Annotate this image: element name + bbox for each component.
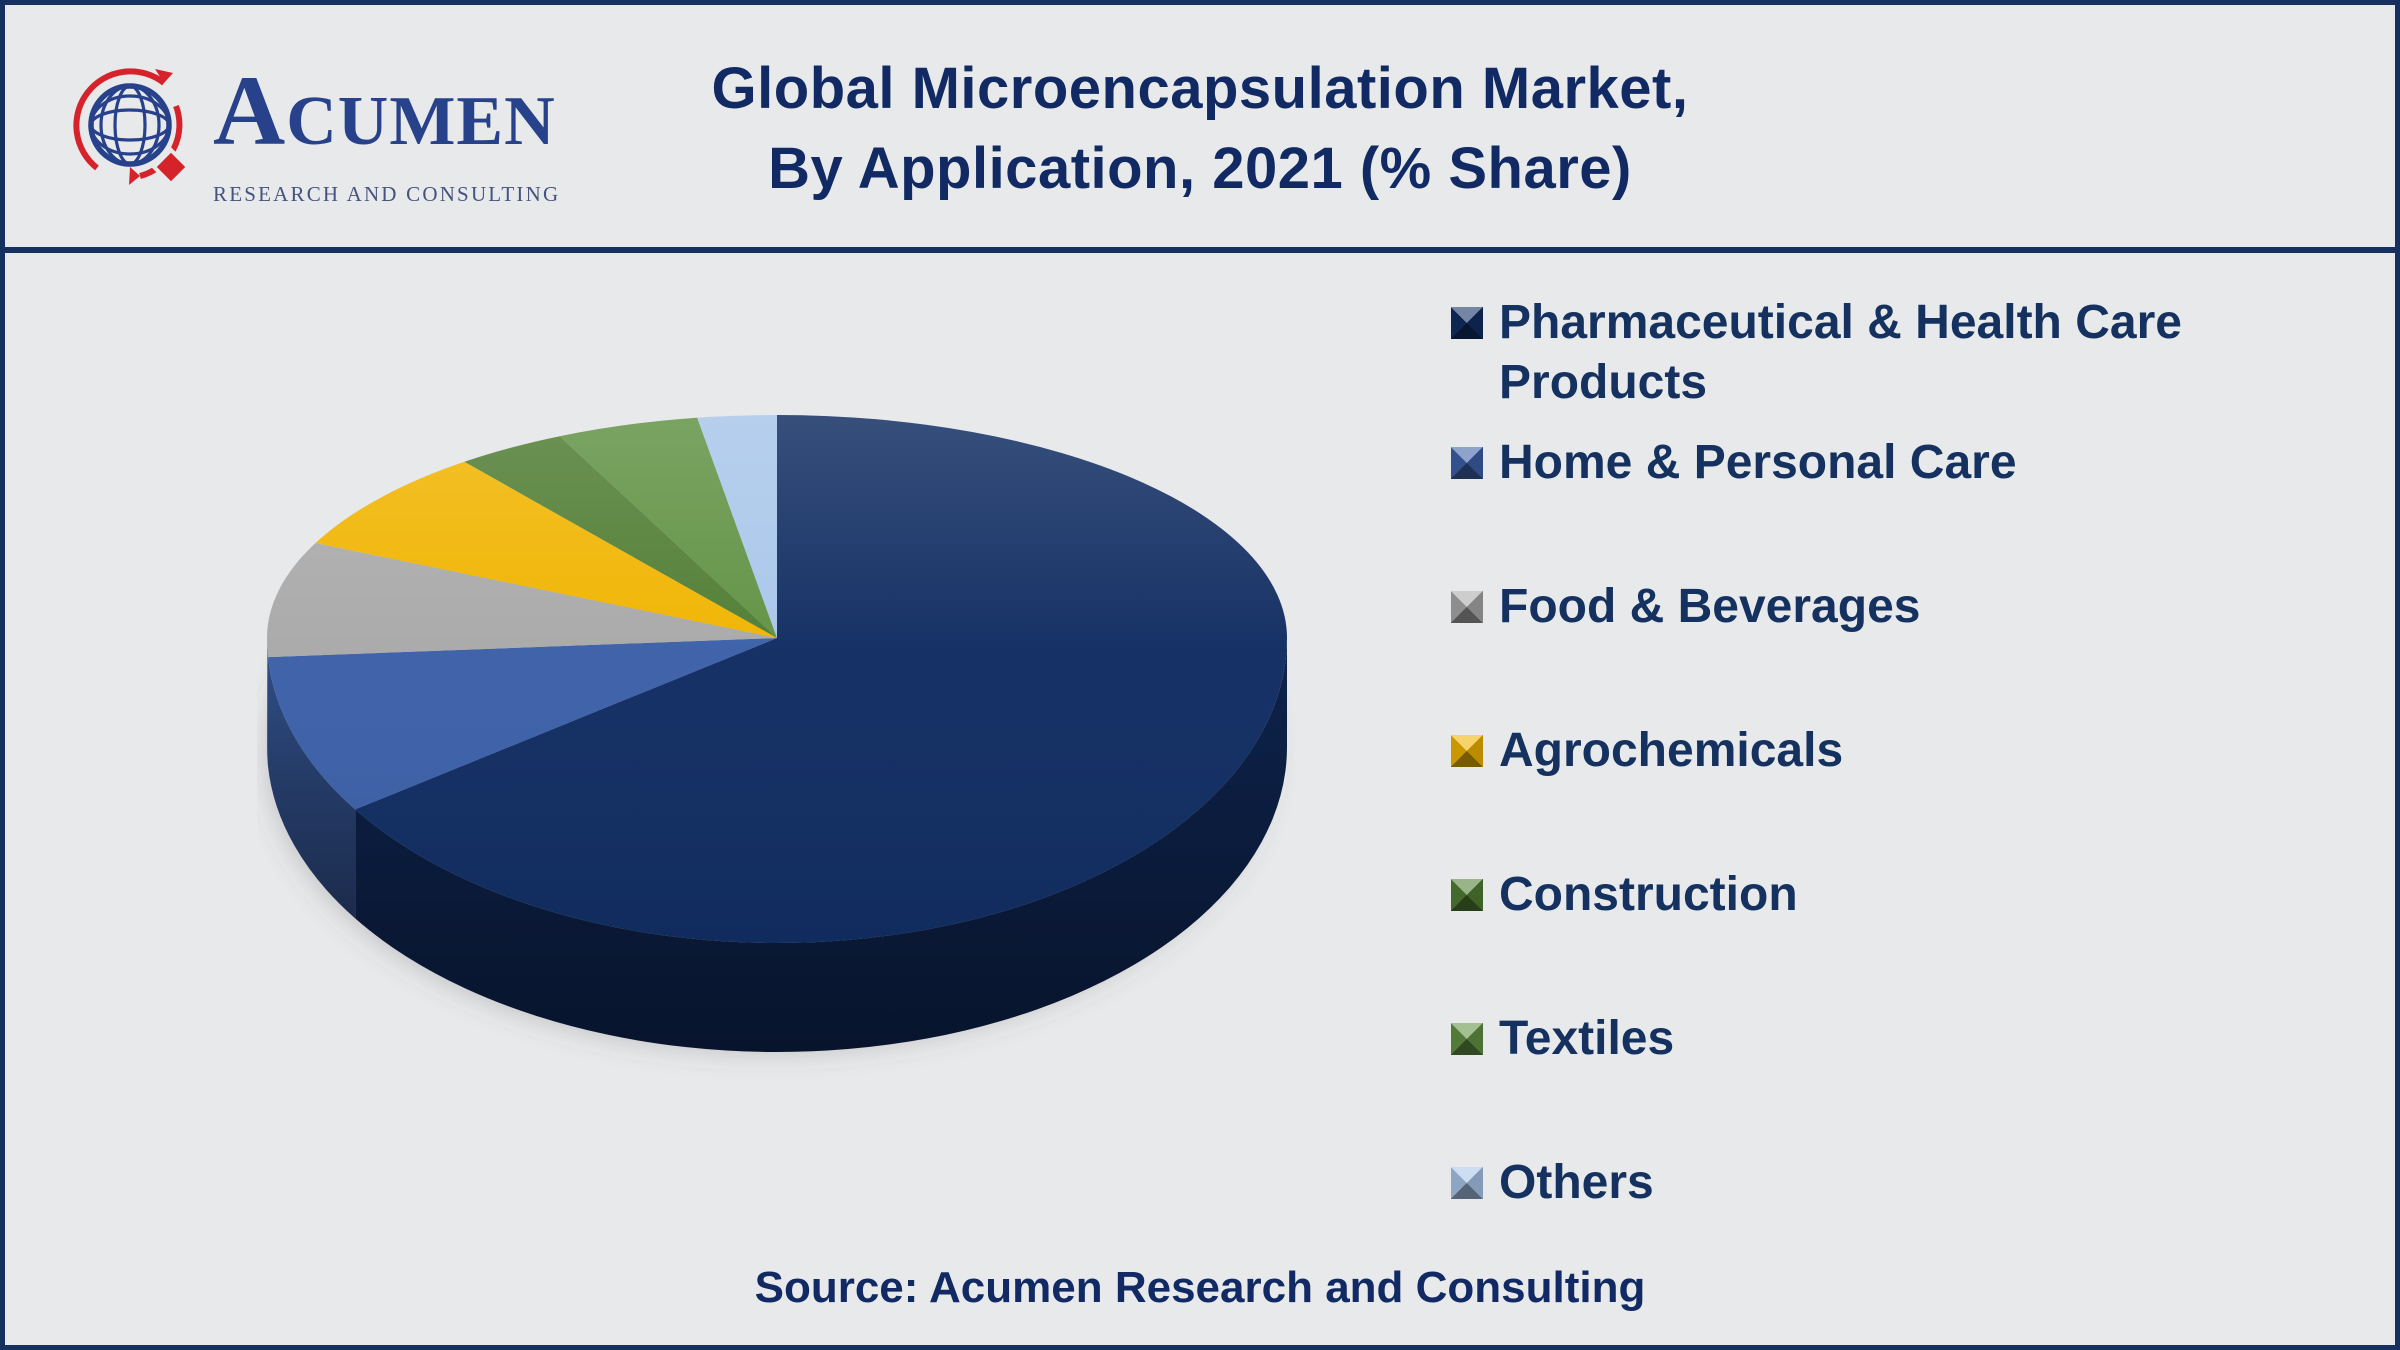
chart-title-line2: By Application, 2021 (% Share) [768, 136, 1632, 201]
pie-chart [267, 415, 1287, 1053]
logo-text: ACUMEN RESEARCH AND CONSULTING [213, 61, 560, 207]
logo-wordmark-initial: A [213, 55, 287, 166]
legend-item-agrochemicals: Agrochemicals [1451, 721, 2341, 781]
globe-with-arrows-icon [73, 68, 191, 187]
chart-title-line1: Global Microencapsulation Market, [711, 56, 1689, 121]
logo-arrowheads [129, 69, 173, 185]
legend-item-label: Construction [1499, 868, 1798, 921]
legend-item-label: Others [1499, 1156, 1654, 1209]
legend-item-others: Others [1451, 1153, 2341, 1213]
logo-subtitle: RESEARCH AND CONSULTING [213, 182, 561, 206]
pie-slice-side-home-personal-care [268, 657, 356, 919]
pie-slice-side-pharmaceutical-health-care-products [355, 638, 1287, 1053]
legend-item-label: Agrochemicals [1499, 724, 1844, 777]
legend-color-swatch-icon [1451, 735, 1483, 767]
pie-slice-side-food-beverages [267, 638, 269, 767]
logo-wordmark-rest: CUMEN [286, 83, 556, 160]
legend-item-food-beverages: Food & Beverages [1451, 577, 2341, 637]
legend-item-label: Textiles [1499, 1012, 1675, 1065]
legend-item-label: Pharmaceutical & Health Care Products [1499, 296, 2182, 409]
chart-title: Global Microencapsulation Market, By App… [5, 49, 2395, 209]
logo-wordmark: ACUMEN [213, 61, 560, 178]
legend-color-swatch-icon [1451, 307, 1483, 339]
header: ACUMEN RESEARCH AND CONSULTING Global Mi… [5, 5, 2395, 253]
legend-item-textiles: Textiles [1451, 1009, 2341, 1069]
acumen-logo: ACUMEN RESEARCH AND CONSULTING [67, 61, 560, 207]
legend-color-swatch-icon [1451, 447, 1483, 479]
logo-globe-wireframe [88, 83, 172, 167]
legend-item-label: Food & Beverages [1499, 580, 1921, 633]
logo-diamond-icon [151, 147, 191, 187]
legend-item-pharmaceutical-health-care-products: Pharmaceutical & Health Care Products [1451, 293, 2341, 413]
legend-color-swatch-icon [1451, 1167, 1483, 1199]
legend-item-label: Home & Personal Care [1499, 436, 2017, 489]
legend-item-construction: Construction [1451, 865, 2341, 925]
legend-color-swatch-icon [1451, 1023, 1483, 1055]
source-note: Source: Acumen Research and Consulting [754, 1263, 1646, 1312]
legend-color-swatch-icon [1451, 591, 1483, 623]
logo-red-arrows [73, 68, 183, 179]
legend-color-swatch-icon [1451, 879, 1483, 911]
legend: Pharmaceutical & Health Care Products Hom… [1451, 293, 2341, 1297]
legend-item-home-personal-care: Home & Personal Care [1451, 433, 2341, 493]
pie-sheen-overlay [267, 415, 1287, 943]
